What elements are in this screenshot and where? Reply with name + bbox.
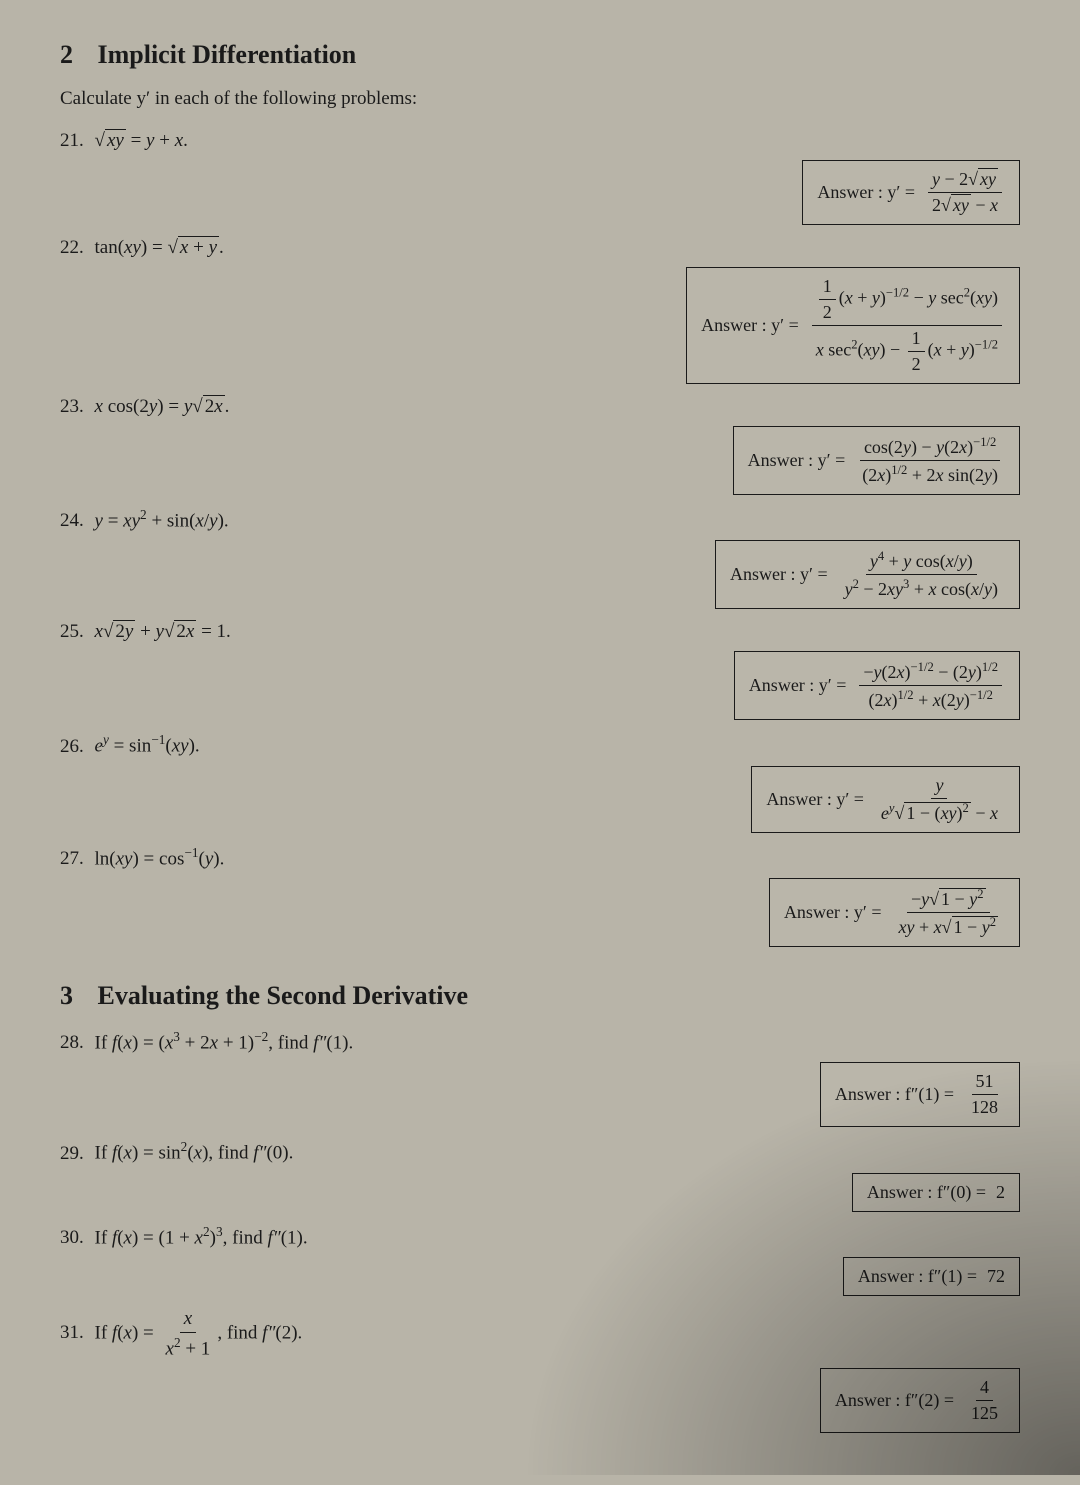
- problem: 30. If f(x) = (1 + x2)3, find f″(1). Answ…: [60, 1224, 1020, 1296]
- answer-row: Answer : y′ = −y(2x)−1/2 − (2y)1/2(2x)1/…: [60, 651, 1020, 720]
- answer-row: Answer : y′ = y − 2√xy2√xy − x: [60, 160, 1020, 225]
- problem: 31. If f(x) = xx2 + 1, find f″(2). Answer…: [60, 1308, 1020, 1433]
- answer-box: Answer : y′ = y4 + y cos(x/y)y2 − 2xy3 +…: [715, 540, 1020, 609]
- problem-statement: 25. x√2y + y√2x = 1.: [60, 621, 1020, 643]
- answer-row: Answer : f″(0) = 2: [60, 1173, 1020, 1212]
- section-2-header: 2 Implicit Differentiation: [60, 40, 1020, 70]
- answer-box: Answer : y′ = cos(2y) − y(2x)−1/2(2x)1/2…: [733, 426, 1020, 495]
- problem-number: 26.: [60, 736, 84, 757]
- answer-expression: 2: [996, 1182, 1005, 1203]
- answer-box: Answer : y′ = y − 2√xy2√xy − x: [802, 160, 1020, 225]
- problem-statement: 23. x cos(2y) = y√2x.: [60, 396, 1020, 418]
- answer-box: Answer : f″(0) = 2: [852, 1173, 1020, 1212]
- answer-expression: 4125: [964, 1377, 1005, 1424]
- problem-statement: 24. y = xy2 + sin(x/y).: [60, 507, 1020, 532]
- problem-number: 24.: [60, 510, 84, 531]
- answer-box: Answer : y′ = 12(x + y)−1/2 − y sec2(xy)…: [686, 267, 1020, 384]
- answer-label: Answer : y′ =: [784, 902, 882, 923]
- section-2-number: 2: [60, 40, 73, 69]
- problem-number: 21.: [60, 130, 84, 151]
- problem-number: 22.: [60, 237, 84, 258]
- problem-statement: 30. If f(x) = (1 + x2)3, find f″(1).: [60, 1224, 1020, 1249]
- answer-label: Answer : y′ =: [817, 182, 915, 203]
- answer-row: Answer : y′ = y4 + y cos(x/y)y2 − 2xy3 +…: [60, 540, 1020, 609]
- answer-expression: cos(2y) − y(2x)−1/2(2x)1/2 + 2x sin(2y): [855, 435, 1005, 486]
- answer-expression: 72: [987, 1266, 1005, 1287]
- answer-box: Answer : y′ = −y√1 − y2xy + x√1 − y2: [769, 878, 1020, 947]
- answer-expression: −y(2x)−1/2 − (2y)1/2(2x)1/2 + x(2y)−1/2: [856, 660, 1005, 711]
- problem-statement: 27. ln(xy) = cos−1(y).: [60, 845, 1020, 870]
- answer-expression: 51128: [964, 1071, 1005, 1118]
- problem: 25. x√2y + y√2x = 1. Answer : y′ = −y(2x)…: [60, 621, 1020, 720]
- answer-box: Answer : f″(2) = 4125: [820, 1368, 1020, 1433]
- answer-expression: 12(x + y)−1/2 − y sec2(xy)x sec2(xy) − 1…: [809, 276, 1005, 375]
- problem: 26. ey = sin−1(xy). Answer : y′ = yey√1 −…: [60, 732, 1020, 832]
- problem-statement: 28. If f(x) = (x3 + 2x + 1)−2, find f″(1…: [60, 1029, 1020, 1054]
- section-2-title: Implicit Differentiation: [98, 40, 357, 69]
- answer-expression: y4 + y cos(x/y)y2 − 2xy3 + x cos(x/y): [838, 549, 1005, 600]
- answer-expression: −y√1 − y2xy + x√1 − y2: [892, 887, 1005, 938]
- answer-row: Answer : f″(1) = 51128: [60, 1062, 1020, 1127]
- answer-row: Answer : y′ = 12(x + y)−1/2 − y sec2(xy)…: [60, 267, 1020, 384]
- answer-row: Answer : y′ = cos(2y) − y(2x)−1/2(2x)1/2…: [60, 426, 1020, 495]
- answer-label: Answer : y′ =: [730, 564, 828, 585]
- answer-box: Answer : f″(1) = 51128: [820, 1062, 1020, 1127]
- answer-label: Answer : f″(2) =: [835, 1390, 954, 1411]
- section-3-title: Evaluating the Second Derivative: [98, 981, 469, 1010]
- answer-box: Answer : f″(1) = 72: [843, 1257, 1020, 1296]
- problem: 29. If f(x) = sin2(x), find f″(0). Answer…: [60, 1139, 1020, 1211]
- problem-number: 31.: [60, 1322, 84, 1343]
- problem: 23. x cos(2y) = y√2x. Answer : y′ = cos(2…: [60, 396, 1020, 495]
- answer-row: Answer : y′ = −y√1 − y2xy + x√1 − y2: [60, 878, 1020, 947]
- problem: 21. √xy = y + x. Answer : y′ = y − 2√xy2√…: [60, 130, 1020, 225]
- answer-label: Answer : f″(0) =: [867, 1182, 986, 1203]
- problem: 24. y = xy2 + sin(x/y). Answer : y′ = y4 …: [60, 507, 1020, 609]
- problem: 27. ln(xy) = cos−1(y). Answer : y′ = −y√1…: [60, 845, 1020, 947]
- section-3-number: 3: [60, 981, 73, 1010]
- problem: 22. tan(xy) = √x + y. Answer : y′ = 12(x …: [60, 237, 1020, 384]
- answer-label: Answer : f″(1) =: [835, 1084, 954, 1105]
- section-2-instruction: Calculate y′ in each of the following pr…: [60, 88, 1020, 110]
- answer-label: Answer : y′ =: [749, 675, 847, 696]
- problem-number: 23.: [60, 396, 84, 417]
- answer-box: Answer : y′ = −y(2x)−1/2 − (2y)1/2(2x)1/…: [734, 651, 1020, 720]
- problem-statement: 29. If f(x) = sin2(x), find f″(0).: [60, 1139, 1020, 1164]
- answer-expression: yey√1 − (xy)2 − x: [874, 775, 1005, 824]
- answer-row: Answer : y′ = yey√1 − (xy)2 − x: [60, 766, 1020, 833]
- problem-number: 30.: [60, 1227, 84, 1248]
- problem-number: 27.: [60, 848, 84, 869]
- problem-number: 29.: [60, 1143, 84, 1164]
- answer-label: Answer : y′ =: [701, 315, 799, 336]
- answer-label: Answer : y′ =: [748, 450, 846, 471]
- answer-label: Answer : y′ =: [766, 789, 864, 810]
- answer-box: Answer : y′ = yey√1 − (xy)2 − x: [751, 766, 1020, 833]
- answer-row: Answer : f″(2) = 4125: [60, 1368, 1020, 1433]
- section-3-header: 3 Evaluating the Second Derivative: [60, 981, 1020, 1011]
- problem-statement: 22. tan(xy) = √x + y.: [60, 237, 1020, 259]
- problem-statement: 31. If f(x) = xx2 + 1, find f″(2).: [60, 1308, 1020, 1360]
- problem-statement: 21. √xy = y + x.: [60, 130, 1020, 152]
- answer-expression: y − 2√xy2√xy − x: [925, 169, 1005, 216]
- problem-number: 28.: [60, 1032, 84, 1053]
- answer-label: Answer : f″(1) =: [858, 1266, 977, 1287]
- problem-statement: 26. ey = sin−1(xy).: [60, 732, 1020, 757]
- problem: 28. If f(x) = (x3 + 2x + 1)−2, find f″(1…: [60, 1029, 1020, 1127]
- answer-row: Answer : f″(1) = 72: [60, 1257, 1020, 1296]
- problem-number: 25.: [60, 621, 84, 642]
